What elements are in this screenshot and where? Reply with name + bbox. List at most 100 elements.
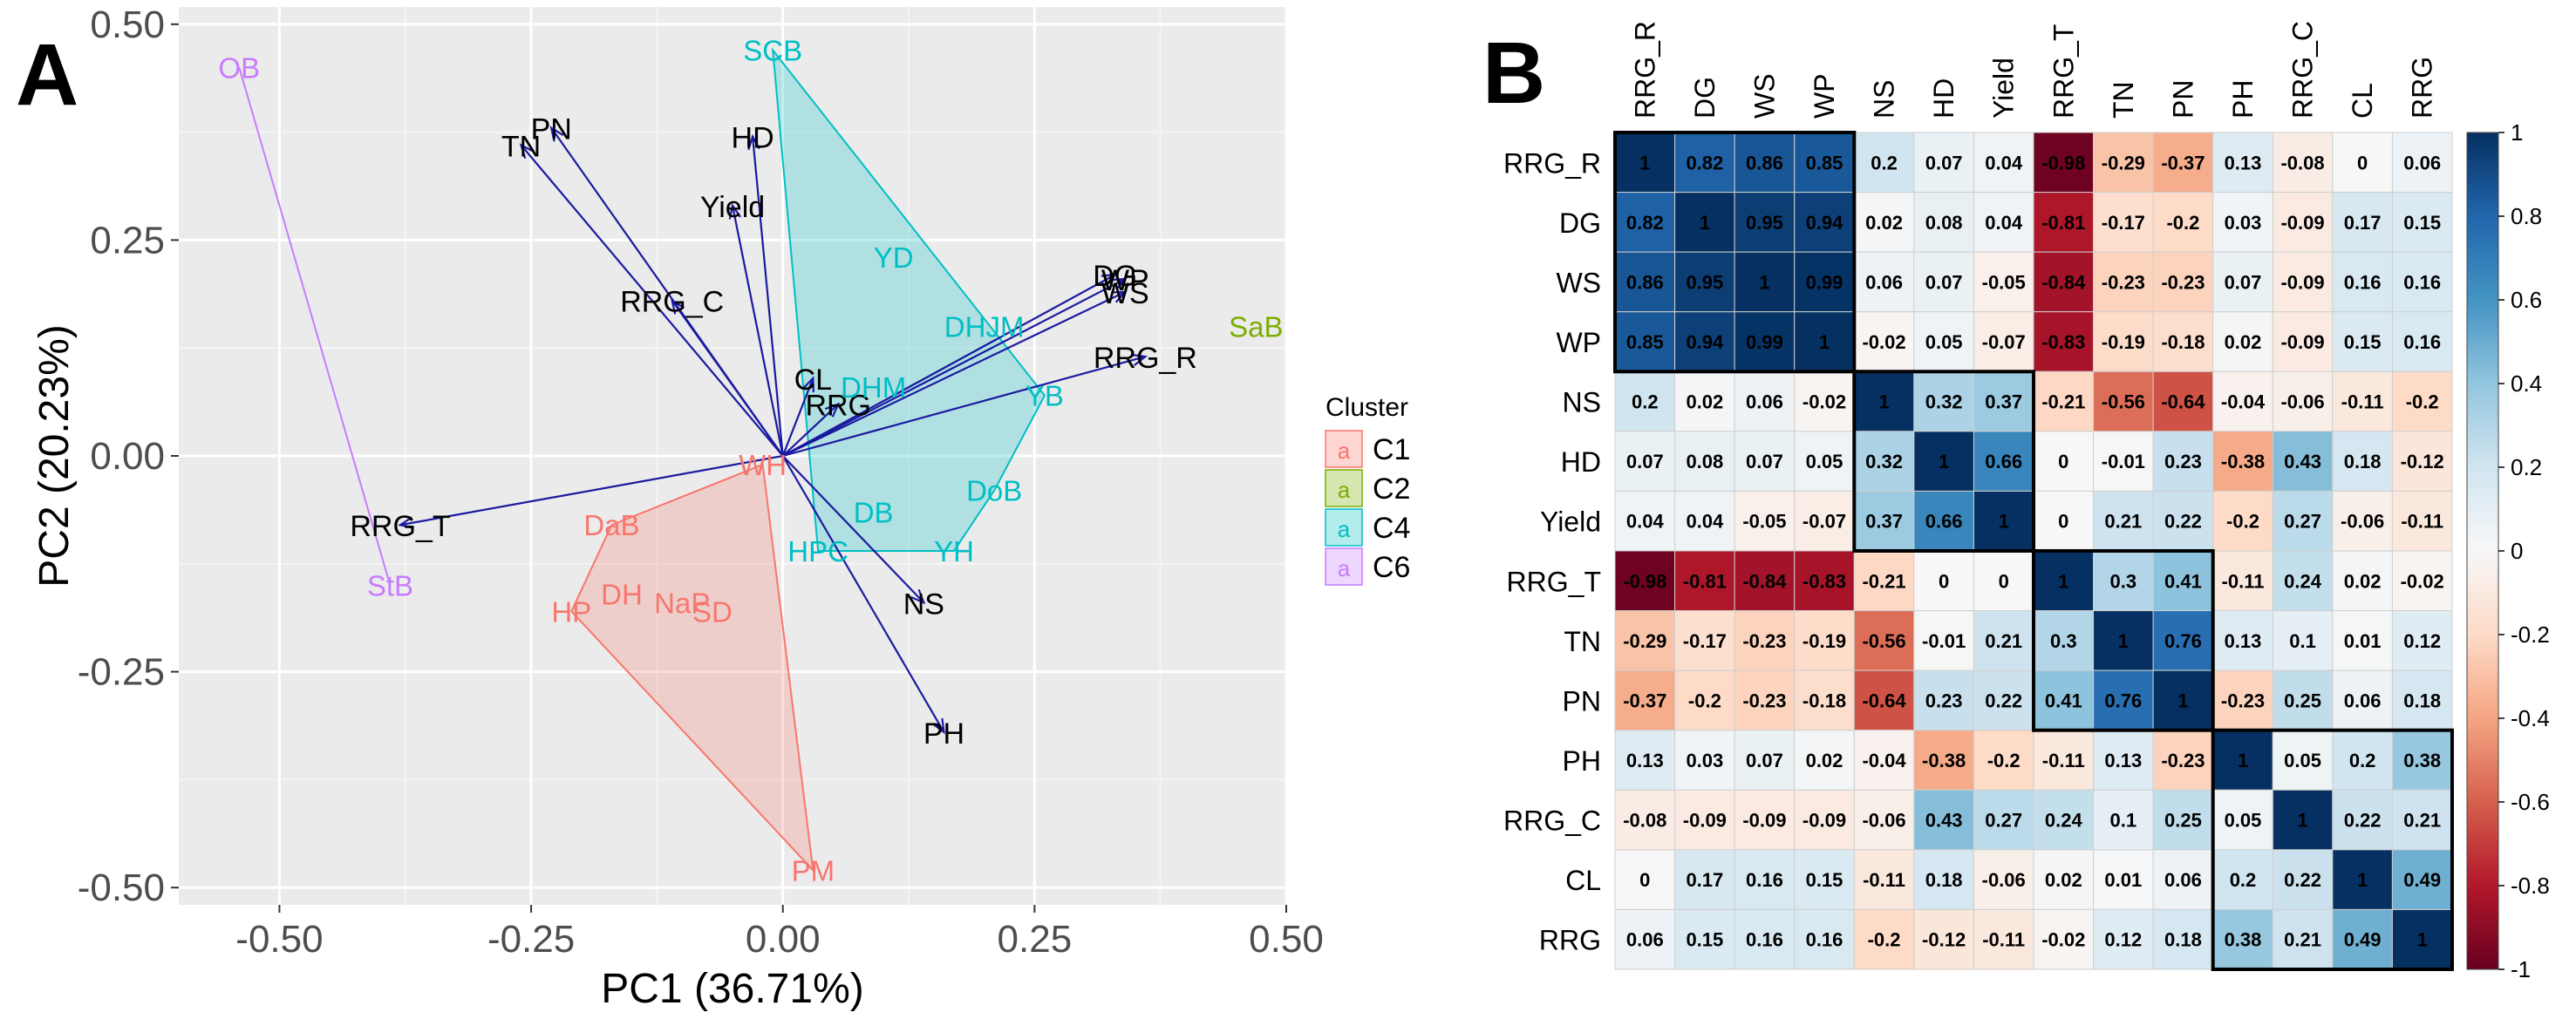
cell-value: -0.02 bbox=[1803, 391, 1846, 413]
heatmap-cell bbox=[1913, 908, 1974, 970]
correlation-heatmap: 1 0.82 0.86 0.85 0.2 0.07 0.04 -0.98 -0.29 -0.37 0… bbox=[1503, 21, 2550, 982]
cell-value: 0 bbox=[2058, 451, 2068, 472]
vector-label: RRG bbox=[805, 390, 871, 423]
y-tick-label: 0.25 bbox=[90, 219, 165, 262]
cell-value: -0.98 bbox=[1623, 570, 1666, 592]
cell-value: 0 bbox=[1999, 570, 2009, 592]
cell-value: 0.21 bbox=[2284, 929, 2321, 951]
heatmap-cell bbox=[2152, 908, 2214, 970]
heatmap-cell bbox=[1973, 610, 2034, 671]
cell-value: 0.1 bbox=[2110, 810, 2137, 832]
heatmap-cell bbox=[1734, 192, 1796, 253]
point-label: PM bbox=[792, 854, 835, 887]
column-label: PN bbox=[2167, 80, 2198, 119]
cell-value: 0.17 bbox=[2344, 212, 2382, 234]
heatmap-cell bbox=[2152, 192, 2214, 253]
cell-value: 0 bbox=[2357, 152, 2368, 173]
cell-value: 0.22 bbox=[2164, 511, 2202, 533]
vector-arrowhead bbox=[728, 203, 741, 220]
colorbar-tick-label: -0.6 bbox=[2511, 789, 2550, 815]
cell-value: -0.05 bbox=[1982, 271, 2026, 293]
legend-item-label: C1 bbox=[1373, 433, 1410, 466]
cell-value: -0.2 bbox=[2166, 212, 2199, 234]
heatmap-cell bbox=[2272, 610, 2334, 671]
loading-vector bbox=[782, 277, 1126, 457]
cell-value: 0.12 bbox=[2104, 929, 2142, 951]
cluster-hull-c6 bbox=[238, 67, 392, 586]
cell-value: 1 bbox=[1939, 451, 1949, 472]
column-label: TN bbox=[2108, 81, 2139, 119]
point-label: SCB bbox=[743, 35, 802, 67]
cell-value: -0.08 bbox=[1623, 810, 1666, 832]
cell-value: -0.09 bbox=[2280, 271, 2324, 293]
cell-value: 0.24 bbox=[2045, 810, 2083, 832]
column-label: Yield bbox=[1988, 58, 2020, 119]
cell-value: 0.23 bbox=[1925, 690, 1963, 711]
cluster-block-outline bbox=[2031, 548, 2215, 732]
vector-label: CL bbox=[794, 364, 832, 397]
heatmap-cell bbox=[1973, 669, 2034, 731]
row-label: HD bbox=[1561, 446, 1601, 478]
cell-value: -0.11 bbox=[2341, 391, 2384, 413]
cell-value: 1 bbox=[2177, 690, 2188, 711]
heatmap-cell bbox=[2272, 669, 2334, 731]
row-label: Yield bbox=[1540, 506, 1601, 538]
heatmap-cell bbox=[1734, 849, 1796, 910]
cell-value: 0.2 bbox=[1871, 152, 1898, 173]
cell-value: -0.21 bbox=[1862, 570, 1905, 592]
cell-value: 0.16 bbox=[2403, 271, 2441, 293]
y-tick-label: 0.00 bbox=[90, 435, 165, 478]
heatmap-cell bbox=[1794, 490, 1855, 552]
heatmap-cell bbox=[1913, 370, 1974, 432]
cell-value: 0.15 bbox=[2403, 212, 2441, 234]
heatmap-cell bbox=[1734, 908, 1796, 970]
heatmap-cell bbox=[2212, 192, 2273, 253]
heatmap-cell bbox=[2391, 550, 2453, 612]
cell-value: 0.25 bbox=[2164, 810, 2202, 832]
cell-value: 1 bbox=[2297, 810, 2307, 832]
cell-value: 1 bbox=[2357, 869, 2368, 891]
heatmap-cell bbox=[1674, 849, 1735, 910]
heatmap-cell bbox=[1853, 132, 1915, 194]
cell-value: 0.13 bbox=[2104, 750, 2142, 771]
cell-value: -0.83 bbox=[2041, 331, 2085, 353]
heatmap-cell bbox=[1674, 311, 1735, 372]
cell-value: 0.94 bbox=[1686, 331, 1724, 353]
legend-key-glyph: a bbox=[1338, 438, 1351, 464]
heatmap-cell bbox=[1614, 849, 1676, 910]
heatmap-cell bbox=[2332, 610, 2393, 671]
heatmap-cell bbox=[1853, 730, 1915, 791]
heatmap-cell bbox=[1674, 669, 1735, 731]
legend-key-glyph: a bbox=[1338, 555, 1351, 581]
column-label: NS bbox=[1869, 80, 1900, 119]
vector-arrowhead bbox=[398, 516, 414, 529]
cell-value: 0.66 bbox=[1925, 511, 1963, 533]
cell-value: 0.06 bbox=[1865, 271, 1903, 293]
heatmap-cell bbox=[2152, 550, 2214, 612]
cell-value: -0.12 bbox=[1922, 929, 1966, 951]
heatmap-cell bbox=[2212, 908, 2273, 970]
heatmap-cell bbox=[1794, 431, 1855, 492]
cell-value: -0.05 bbox=[1742, 511, 1786, 533]
heatmap-cell bbox=[2093, 192, 2154, 253]
point-label: DH bbox=[601, 578, 643, 610]
cell-value: 0.27 bbox=[1985, 810, 2022, 832]
cell-value: 0.41 bbox=[2045, 690, 2082, 711]
x-tick-label: 0.25 bbox=[998, 918, 1073, 961]
cell-value: -0.81 bbox=[2041, 212, 2085, 234]
cell-value: 0.23 bbox=[2164, 451, 2202, 472]
cell-value: -0.09 bbox=[1803, 810, 1846, 832]
point-label: DHM bbox=[841, 371, 906, 404]
point-label: DB bbox=[854, 496, 894, 528]
colorbar-tick-label: 0.4 bbox=[2511, 370, 2542, 397]
cell-value: 0.86 bbox=[1746, 152, 1783, 173]
cell-value: 0.37 bbox=[1865, 511, 1903, 533]
colorbar bbox=[2466, 132, 2499, 970]
heatmap-cell bbox=[2332, 251, 2393, 313]
cell-value: 0.02 bbox=[2225, 331, 2262, 353]
cell-value: 0.05 bbox=[1806, 451, 1843, 472]
heatmap-cell bbox=[2152, 730, 2214, 791]
point-label: WH bbox=[739, 449, 787, 481]
heatmap-cell bbox=[2391, 669, 2453, 731]
cell-value: 0.85 bbox=[1806, 152, 1843, 173]
